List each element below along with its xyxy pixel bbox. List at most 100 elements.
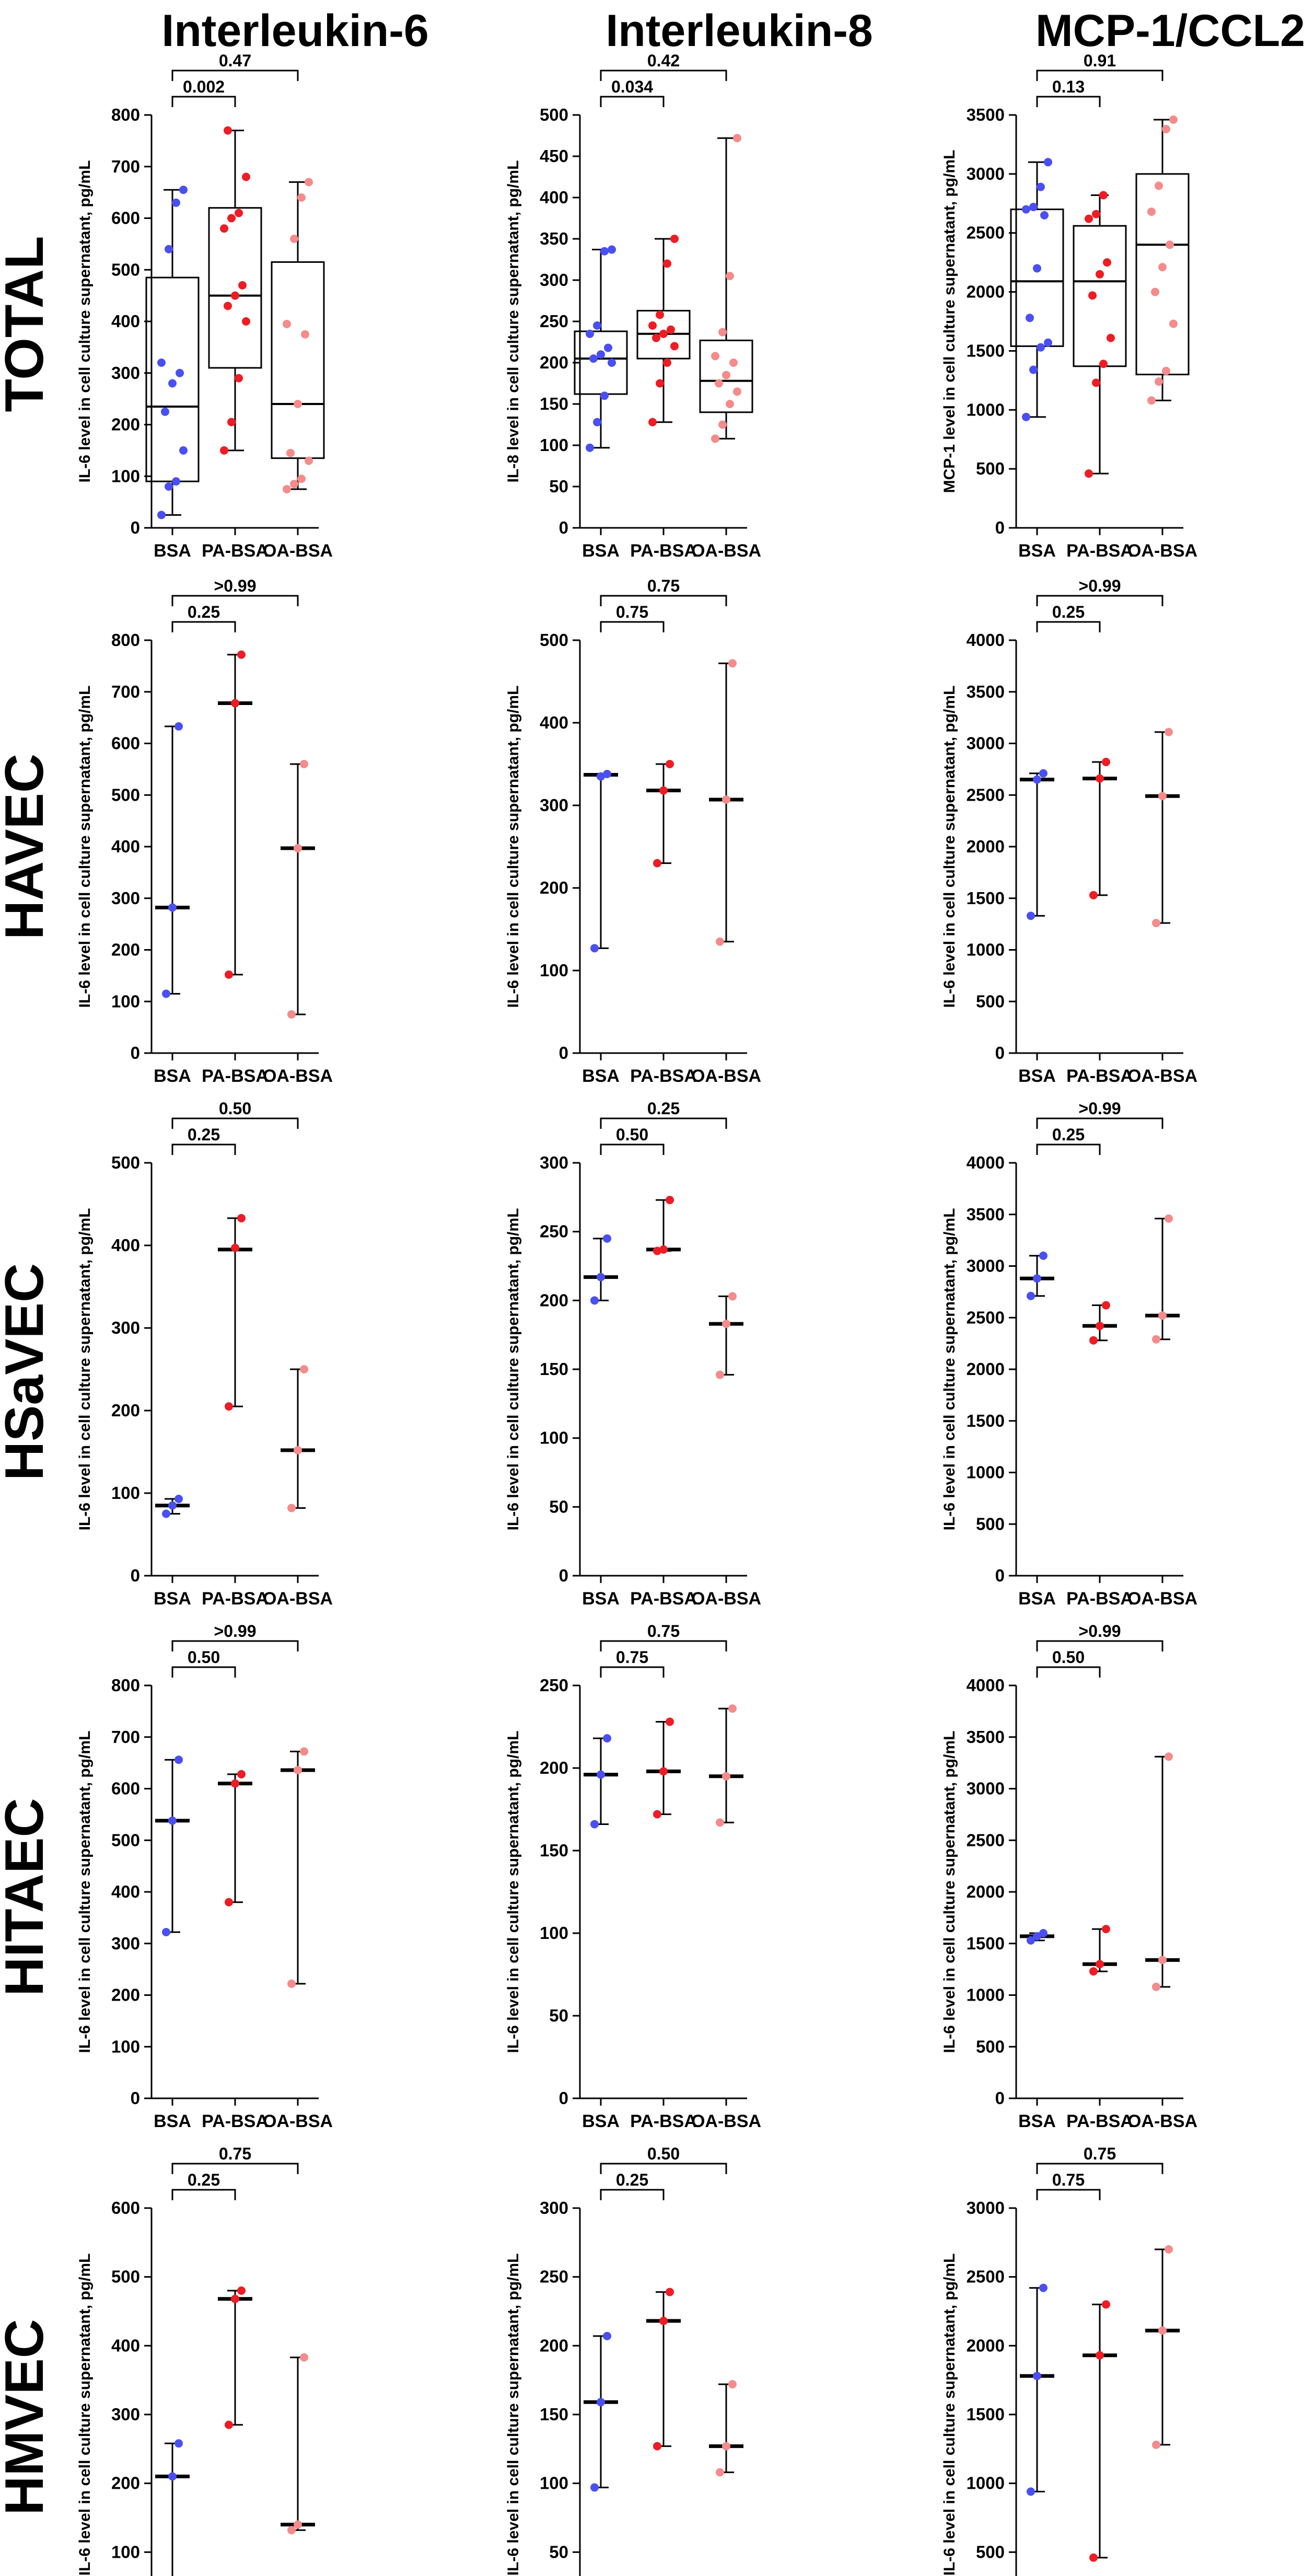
comparison-p-value: 0.75 (219, 2144, 251, 2163)
column-titles: Interleukin-6 Interleukin-8 MCP-1/CCL2 (161, 6, 1305, 56)
box-iqr (271, 261, 325, 459)
data-point (666, 1717, 674, 1726)
y-tick-label: 2000 (967, 282, 1005, 302)
data-point (711, 434, 719, 443)
data-point (300, 1365, 308, 1373)
y-tick-label: 600 (111, 1779, 140, 1798)
y-tick-label: 300 (540, 1153, 568, 1172)
y-tick-label: 0 (995, 1043, 1005, 1062)
y-tick-label: 400 (111, 2336, 140, 2355)
data-point (1152, 1982, 1160, 1991)
chart-panel-havec-mcp1: 0 500 1000 1500 2000 2500 3000 3500 4000 IL-6 lev… (941, 576, 1197, 1086)
y-tick-label: 100 (111, 991, 140, 1011)
data-point (162, 989, 170, 998)
data-point (174, 722, 183, 731)
data-point (168, 1816, 177, 1825)
y-tick-label: 800 (111, 630, 140, 650)
data-point (242, 317, 250, 326)
box-iqr (208, 207, 262, 369)
data-point (168, 2472, 177, 2481)
y-tick-label: 150 (540, 1359, 568, 1379)
x-category-label: OA-BSA (1127, 2111, 1197, 2131)
data-point (603, 1734, 611, 1743)
y-tick-label: 250 (540, 311, 568, 331)
comparison-p-value: 0.25 (647, 1099, 680, 1118)
y-tick-label: 2500 (967, 1308, 1005, 1327)
y-tick-label: 0 (131, 518, 140, 537)
data-point (659, 1767, 668, 1776)
comparison-p-value: 0.75 (647, 576, 680, 595)
data-point (659, 329, 668, 338)
data-point (225, 1898, 233, 1907)
y-tick-label: 600 (111, 209, 140, 228)
data-point (722, 1320, 730, 1329)
comparison-bracket (1036, 595, 1163, 606)
x-category-label: PA-BSA (630, 1066, 697, 1086)
y-tick-label: 500 (976, 2037, 1005, 2056)
comparison-bracket (171, 1666, 236, 1678)
comparison-bracket (171, 2163, 299, 2174)
data-point (600, 391, 609, 400)
y-tick-label: 3500 (967, 105, 1005, 124)
y-axis-label: IL-6 level in cell culture supernatant, … (941, 686, 958, 1008)
data-point (1022, 412, 1030, 421)
y-tick-label: 0 (559, 518, 568, 537)
y-tick-label: 0 (995, 1566, 1005, 1585)
data-point (726, 272, 734, 281)
x-category-label: OA-BSA (263, 541, 333, 561)
comparison-bracket (1036, 1117, 1163, 1129)
y-axis-label: IL-6 level in cell culture supernatant, … (76, 1731, 94, 2053)
comparison-bracket (600, 2163, 727, 2174)
data-point (224, 126, 232, 135)
data-point (287, 1504, 296, 1512)
data-point (1092, 210, 1100, 218)
data-point (590, 944, 599, 953)
comparison-p-value: 0.47 (219, 51, 251, 70)
data-point (172, 198, 180, 207)
comparison-p-value: 0.50 (647, 2144, 680, 2163)
data-point (1158, 2326, 1167, 2335)
y-tick-label: 400 (111, 837, 140, 856)
x-category-label: BSA (1018, 541, 1056, 561)
chart-panel-total-mcp1: 0 500 1000 1500 2000 2500 3000 3500 MCP-1 level … (941, 51, 1197, 561)
data-point (1089, 1967, 1098, 1976)
comparison-p-value: 0.75 (647, 1622, 680, 1641)
data-point (589, 354, 598, 363)
data-point (653, 1810, 661, 1819)
data-point (294, 844, 302, 852)
y-tick-label: 1000 (967, 2474, 1005, 2493)
data-point (290, 480, 298, 489)
data-point (157, 511, 166, 519)
row-title-hmvec: HMVEC (0, 2319, 55, 2515)
data-point (590, 1820, 599, 1829)
data-point (237, 2286, 246, 2295)
data-point (294, 2520, 302, 2529)
y-axis-label: IL-6 level in cell culture supernatant, … (76, 160, 94, 483)
y-tick-label: 2500 (967, 2267, 1005, 2286)
data-point (227, 214, 236, 223)
x-category-label: OA-BSA (691, 1066, 761, 1086)
comparison-p-value: 0.25 (1052, 603, 1085, 621)
y-tick-label: 300 (540, 270, 568, 290)
y-tick-label: 500 (540, 630, 568, 650)
data-point (648, 321, 657, 330)
data-point (1096, 2351, 1104, 2360)
data-point (1027, 1936, 1035, 1945)
y-tick-label: 100 (540, 435, 568, 455)
comparison-bracket (1036, 2189, 1101, 2200)
y-tick-label: 300 (111, 888, 140, 908)
x-category-label: BSA (1018, 1066, 1056, 1086)
data-point (1033, 264, 1041, 273)
x-category-label: BSA (1018, 1589, 1056, 1609)
row-title-total: TOTAL (0, 236, 55, 412)
data-point (225, 1402, 233, 1411)
data-point (1089, 1336, 1098, 1345)
data-point (294, 400, 302, 408)
row-title-hsavec: HSaVEC (0, 1263, 55, 1481)
data-point (716, 1370, 724, 1379)
data-point (1102, 2300, 1110, 2309)
x-category-label: OA-BSA (263, 1589, 333, 1609)
y-tick-label: 3000 (967, 1779, 1005, 1798)
y-tick-label: 150 (540, 2405, 568, 2424)
